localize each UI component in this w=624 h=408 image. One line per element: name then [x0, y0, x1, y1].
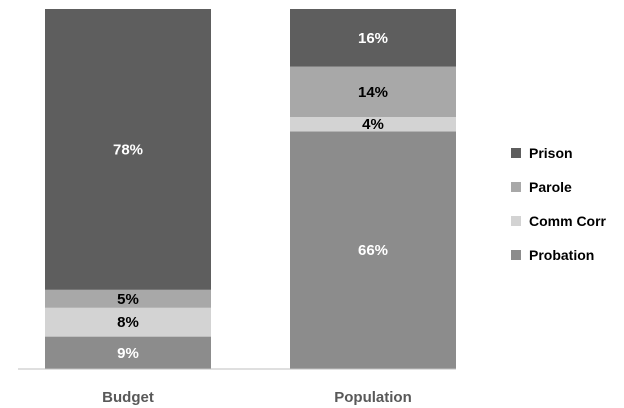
legend-swatch-parole	[511, 182, 521, 192]
bar-population-prison	[290, 9, 456, 67]
data-label-population-comm-corr: 4%	[362, 116, 384, 133]
category-labels: Budget Population	[102, 389, 412, 406]
data-label-population-prison: 16%	[358, 30, 388, 47]
bar-budget-probation	[45, 336, 211, 369]
legend-swatch-prison	[511, 148, 521, 158]
data-label-population-parole: 14%	[358, 84, 388, 101]
category-label-population: Population	[334, 389, 412, 406]
data-label-budget-parole: 5%	[117, 291, 139, 308]
bar-population-probation	[290, 131, 456, 369]
data-label-budget-comm-corr: 8%	[117, 314, 139, 331]
legend: Prison Parole Comm Corr Probation	[511, 145, 607, 263]
legend-swatch-comm-corr	[511, 216, 521, 226]
bar-budget-parole	[45, 289, 211, 308]
bars-layer: 9% 8% 5% 78% 66% 4% 14% 16%	[45, 9, 456, 369]
bar-population-parole	[290, 66, 456, 117]
category-label-budget: Budget	[102, 389, 154, 406]
data-label-budget-prison: 78%	[113, 141, 143, 158]
legend-label-parole: Parole	[529, 179, 572, 195]
data-label-budget-probation: 9%	[117, 345, 139, 362]
legend-label-probation: Probation	[529, 247, 594, 263]
bar-budget-comm-corr	[45, 307, 211, 337]
data-label-population-probation: 66%	[358, 242, 388, 259]
legend-swatch-probation	[511, 250, 521, 260]
bar-population-comm-corr	[290, 117, 456, 132]
bar-budget-prison	[45, 9, 211, 290]
legend-label-comm-corr: Comm Corr	[529, 213, 607, 229]
legend-label-prison: Prison	[529, 145, 573, 161]
